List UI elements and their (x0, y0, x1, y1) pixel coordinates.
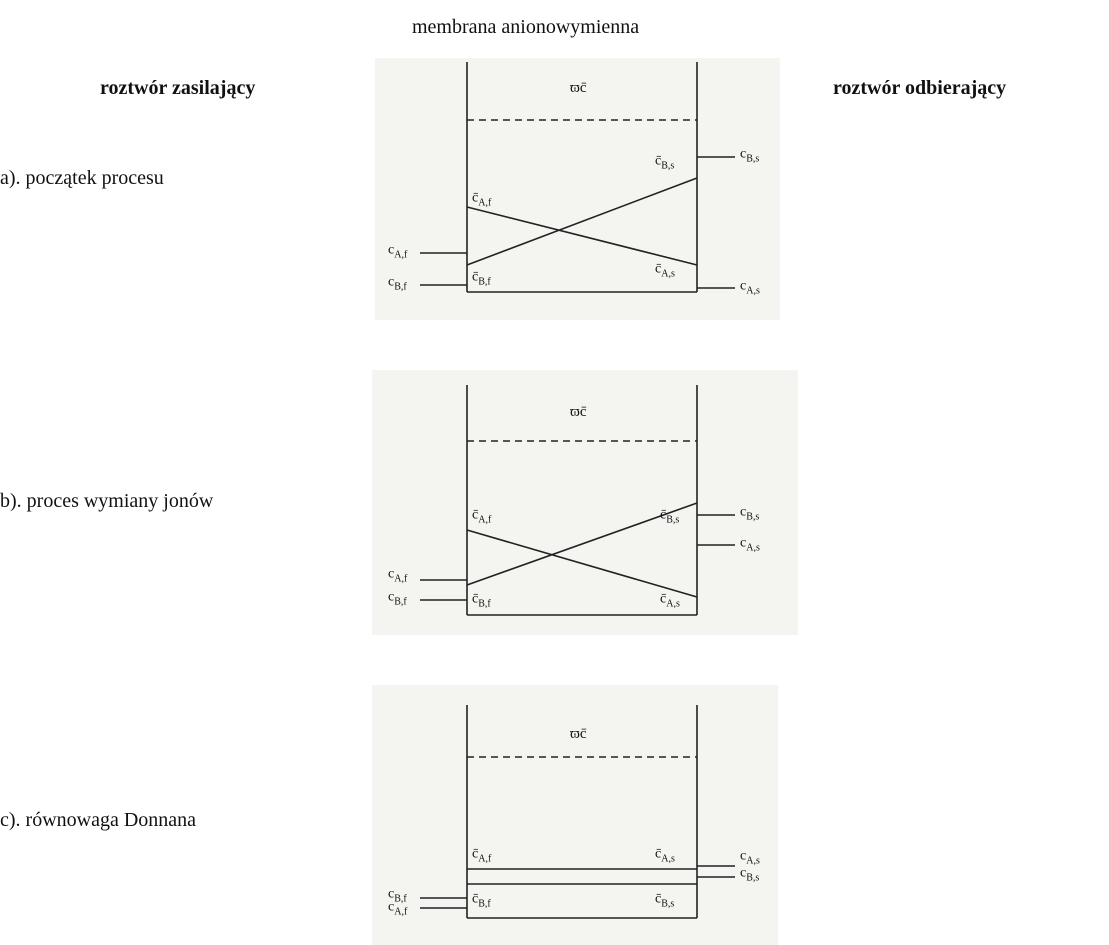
subscript: A,f (394, 906, 408, 918)
concentration-label: cB,f (388, 589, 407, 610)
subscript: B,f (394, 281, 407, 293)
concentration-label: c̄B,s (660, 507, 680, 528)
concentration-label: cB,s (740, 865, 760, 886)
panel-bg (372, 685, 778, 945)
omega-label: ϖc̄ (570, 80, 587, 96)
subscript: A,s (746, 542, 760, 554)
subscript: B,f (478, 276, 491, 288)
concentration-label: cB,s (740, 504, 760, 525)
panel-bg (372, 370, 798, 635)
subscript: A,f (478, 197, 492, 209)
concentration-label: c̄A,f (472, 846, 492, 867)
subscript: A,s (746, 285, 760, 297)
subscript: A,f (394, 573, 408, 585)
omega-label: ϖc̄ (570, 404, 587, 420)
concentration-label: c̄A,f (472, 507, 492, 528)
symbol: c (388, 274, 395, 290)
symbol: c (740, 848, 747, 864)
concentration-label: c̄B,f (472, 891, 491, 912)
symbol: c (388, 242, 395, 258)
subscript: A,s (661, 853, 675, 865)
subscript: B,f (394, 893, 407, 905)
symbol: c̄ (655, 891, 662, 907)
concentration-label: cA,f (388, 566, 408, 587)
subscript: A,f (478, 514, 492, 526)
line (466, 529, 698, 598)
symbol: c̄ (472, 891, 479, 907)
subscript: A,s (661, 268, 675, 280)
subscript: A,s (666, 598, 680, 610)
symbol: c (740, 504, 747, 520)
concentration-label: cA,s (740, 848, 760, 869)
symbol: c̄ (660, 507, 667, 523)
subscript: B,f (478, 898, 491, 910)
symbol: c̄ (660, 591, 667, 607)
concentration-label: cB,f (388, 274, 407, 295)
subscript: B,s (666, 514, 680, 526)
symbol: c̄ (472, 269, 479, 285)
concentration-label: c̄B,f (472, 591, 491, 612)
receiving-title: roztwór odbierający (833, 77, 1007, 99)
concentration-label: cA,f (388, 899, 408, 920)
stage-label: c). równowaga Donnana (0, 809, 197, 831)
concentration-label: cB,f (388, 886, 407, 907)
symbol: c̄ (472, 846, 479, 862)
concentration-label: c̄A,f (472, 190, 492, 211)
subscript: B,f (478, 598, 491, 610)
concentration-label: cA,f (388, 242, 408, 263)
concentration-label: cA,s (740, 535, 760, 556)
symbol: c̄ (472, 507, 479, 523)
stage-label: b). proces wymiany jonów (0, 490, 214, 512)
symbol: c̄ (655, 153, 662, 169)
subscript: B,f (394, 596, 407, 608)
symbol: c (388, 566, 395, 582)
subscript: B,s (661, 160, 675, 172)
symbol: c (740, 278, 747, 294)
symbol: c̄ (655, 261, 662, 277)
concentration-label: c̄B,s (655, 153, 675, 174)
concentration-label: c̄A,s (655, 846, 675, 867)
concentration-label: c̄A,s (660, 591, 680, 612)
concentration-label: c̄B,f (472, 269, 491, 290)
concentration-label: cA,s (740, 278, 760, 299)
subscript: A,f (394, 249, 408, 261)
symbol: c (740, 865, 747, 881)
concentration-label: c̄B,s (655, 891, 675, 912)
symbol: c̄ (655, 846, 662, 862)
symbol: c̄ (472, 190, 479, 206)
concentration-label: cB,s (740, 146, 760, 167)
omega-label: ϖc̄ (570, 726, 587, 742)
subscript: B,s (746, 153, 760, 165)
stage-label: a). początek procesu (0, 167, 164, 189)
symbol: c (388, 899, 395, 915)
line (466, 206, 698, 266)
subscript: B,s (746, 872, 760, 884)
symbol: c (740, 146, 747, 162)
subscript: A,f (478, 853, 492, 865)
line (466, 177, 698, 266)
subscript: B,s (661, 898, 675, 910)
concentration-label: c̄A,s (655, 261, 675, 282)
subscript: A,s (746, 855, 760, 867)
subscript: B,s (746, 511, 760, 523)
panel-bg (375, 58, 780, 320)
line (466, 502, 698, 586)
membrane-title: membrana anionowymienna (412, 16, 640, 38)
symbol: c̄ (472, 591, 479, 607)
symbol: c (388, 589, 395, 605)
symbol: c (388, 886, 395, 902)
symbol: c (740, 535, 747, 551)
feed-title: roztwór zasilający (100, 77, 256, 99)
